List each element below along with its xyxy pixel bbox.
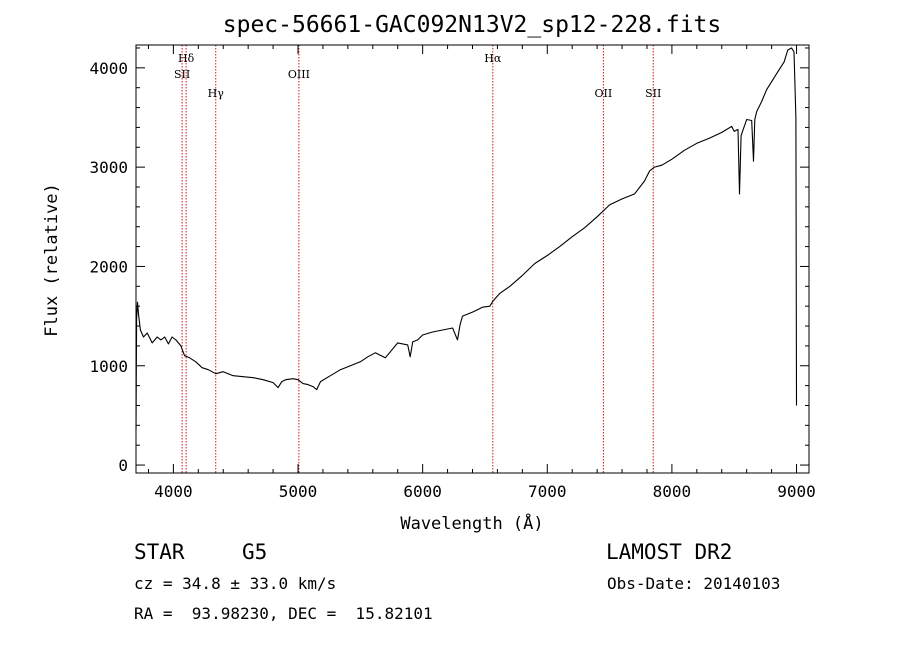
plot-frame xyxy=(135,44,810,474)
x-tick-label: 7000 xyxy=(528,482,567,501)
y-tick-label: 0 xyxy=(118,456,128,475)
emission-lines-layer: Hδ SII Hγ OIII Hα OII SII xyxy=(174,45,661,473)
line-label-1: SII xyxy=(174,68,190,81)
redshift-text: cz = 34.8 ± 33.0 km/s xyxy=(134,574,337,593)
x-tick-label: 8000 xyxy=(653,482,692,501)
line-label-2: Hγ xyxy=(208,87,225,100)
object-subclass: G5 xyxy=(242,540,268,564)
line-label-4: Hα xyxy=(484,52,502,65)
survey-name: LAMOST DR2 xyxy=(606,540,733,564)
x-tick-label: 9000 xyxy=(777,482,816,501)
obs-date-text: Obs-Date: 20140103 xyxy=(607,574,781,593)
y-tick-label: 4000 xyxy=(89,59,128,78)
line-label-0: Hδ xyxy=(178,52,195,65)
spectrum-line xyxy=(135,47,798,431)
x-axis-label: Wavelength (Å) xyxy=(400,512,543,534)
y-tick-label: 1000 xyxy=(89,357,128,376)
axis-ticks-layer: 4000 5000 6000 7000 8000 9000 0 1000 2000 3000 400… xyxy=(89,45,816,501)
line-label-3: OIII xyxy=(288,68,310,81)
x-tick-label: 5000 xyxy=(279,482,318,501)
y-axis-label: Flux (relative) xyxy=(42,183,62,337)
chart-title: spec-56661-GAC092N13V2_sp12-228.fits xyxy=(223,12,722,38)
y-tick-label: 2000 xyxy=(89,257,128,276)
x-tick-label: 4000 xyxy=(154,482,193,501)
coordinates-text: RA = 93.98230, DEC = 15.82101 xyxy=(134,604,433,623)
x-tick-label: 6000 xyxy=(403,482,442,501)
line-label-6: SII xyxy=(645,87,661,100)
line-label-5: OII xyxy=(595,87,613,100)
object-class: STAR xyxy=(134,540,185,564)
y-tick-label: 3000 xyxy=(89,158,128,177)
